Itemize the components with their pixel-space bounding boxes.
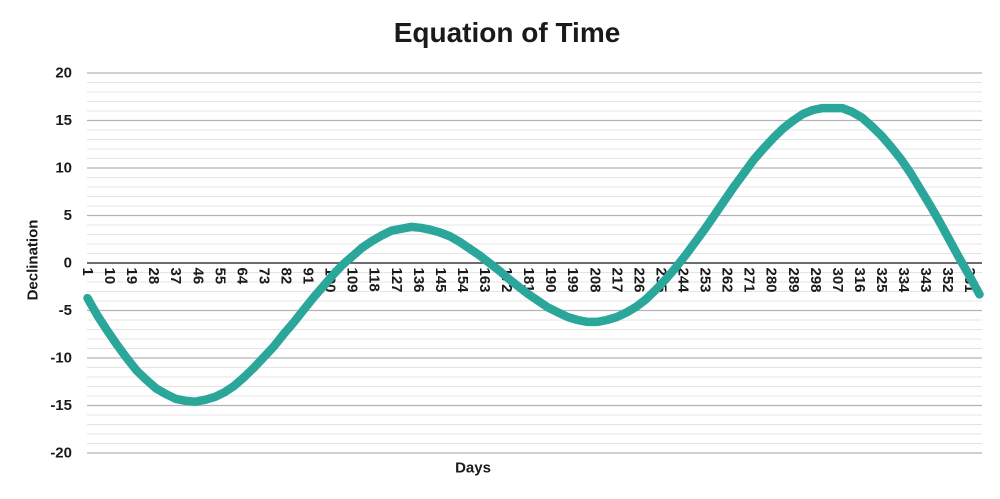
x-tick-label: 28	[145, 268, 162, 285]
y-tick-label: 15	[55, 112, 72, 129]
x-tick-label: 280	[763, 268, 780, 293]
x-tick-label: 334	[895, 268, 912, 294]
x-tick-label: 91	[300, 268, 317, 285]
x-tick-label: 37	[167, 268, 184, 285]
x-tick-label: 208	[586, 268, 603, 293]
y-tick-label: 5	[64, 207, 72, 224]
x-tick-label: 307	[829, 268, 846, 293]
x-tick-label: 289	[785, 268, 802, 293]
x-tick-label: 262	[719, 268, 736, 293]
x-tick-label: 226	[630, 268, 647, 293]
x-tick-label: 1	[79, 268, 96, 276]
x-tick-label: 109	[344, 268, 361, 293]
y-tick-label: -15	[50, 397, 72, 414]
x-tick-label: 55	[211, 268, 228, 285]
x-tick-label: 19	[123, 268, 140, 285]
x-tick-label: 316	[851, 268, 868, 293]
x-tick-label: 244	[674, 268, 691, 294]
y-tick-label: 10	[55, 160, 72, 177]
x-tick-label: 127	[388, 268, 405, 293]
x-tick-label: 163	[476, 268, 493, 293]
x-axis-title: Days	[455, 459, 491, 477]
x-tick-label: 271	[741, 268, 758, 293]
eot-curve	[83, 103, 984, 406]
x-tick-label: 217	[608, 268, 625, 293]
x-tick-label: 199	[564, 268, 581, 293]
x-tick-label: 145	[432, 268, 449, 293]
chart-title: Equation of Time	[393, 17, 621, 48]
y-tick-label: -5	[59, 302, 72, 319]
y-tick-label: 20	[55, 65, 72, 82]
x-tick-label: 64	[233, 268, 250, 285]
x-tick-label: 10	[101, 268, 118, 285]
y-tick-label: -20	[50, 445, 72, 462]
x-tick-label: 352	[939, 268, 956, 293]
x-tick-label: 154	[454, 268, 471, 294]
x-tick-label: 253	[697, 268, 714, 293]
y-tick-label: -10	[50, 350, 72, 367]
x-tick-label: 190	[542, 268, 559, 293]
x-tick-label: 82	[277, 268, 294, 285]
x-tick-label: 46	[189, 268, 206, 285]
y-tick-label: 0	[64, 255, 72, 272]
x-tick-label: 343	[917, 268, 934, 293]
x-tick-label: 118	[366, 268, 383, 292]
x-tick-label: 325	[873, 268, 890, 293]
x-tick-label: 136	[410, 268, 427, 293]
x-tick-label: 73	[255, 268, 272, 285]
x-tick-label: 298	[807, 268, 824, 293]
